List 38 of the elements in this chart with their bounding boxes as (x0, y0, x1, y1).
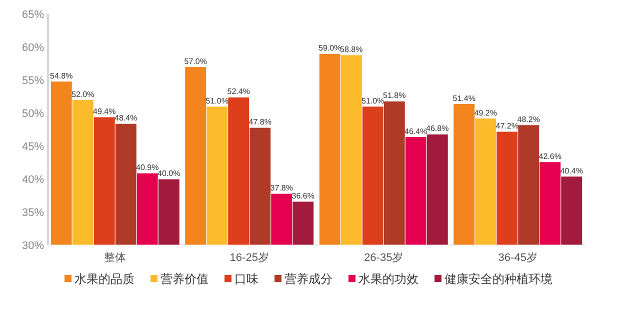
legend-label: 水果的功效 (358, 272, 418, 286)
data-label: 51.8% (383, 91, 406, 100)
data-label: 37.8% (270, 184, 293, 193)
legend-label: 营养成分 (284, 272, 332, 286)
legend-label: 营养价值 (160, 272, 208, 286)
x-tick-label: 26-35岁 (364, 252, 404, 264)
data-label: 51.4% (452, 94, 476, 103)
y-tick-label: 55% (22, 75, 44, 87)
data-label: 47.8% (248, 118, 272, 127)
data-label: 58.8% (340, 44, 363, 54)
data-label: 49.2% (474, 108, 497, 118)
y-tick-label: 45% (22, 141, 44, 153)
data-label: 36.6% (292, 191, 314, 200)
y-tick-label: 65% (22, 9, 44, 21)
data-label: 42.6% (538, 152, 562, 161)
data-label: 46.8% (426, 124, 449, 134)
legend-label: 水果的品质 (74, 272, 134, 286)
data-label: 47.2% (496, 121, 518, 130)
legend-label: 健康安全的种植环境 (444, 272, 552, 286)
y-tick-label: 30% (22, 240, 44, 252)
x-tick-label: 36-45岁 (498, 252, 538, 264)
data-label: 57.0% (184, 56, 207, 66)
data-label: 48.2% (517, 114, 540, 124)
y-tick-label: 35% (22, 207, 44, 219)
legend-label: 口味 (234, 272, 258, 286)
y-tick-label: 60% (22, 42, 44, 54)
data-label: 52.0% (72, 90, 94, 99)
data-label: 59.0% (318, 44, 342, 53)
y-tick-label: 50% (22, 108, 44, 120)
data-label: 40.4% (560, 166, 583, 176)
y-tick-label: 40% (22, 174, 44, 186)
x-tick-label: 整体 (104, 252, 126, 264)
x-tick-label: 16-25岁 (230, 252, 269, 264)
data-label: 48.4% (114, 114, 138, 123)
data-label: 40.0% (158, 169, 180, 178)
data-label: 54.8% (50, 71, 73, 80)
data-label: 52.4% (227, 87, 250, 96)
data-label: 51.0% (362, 96, 384, 106)
